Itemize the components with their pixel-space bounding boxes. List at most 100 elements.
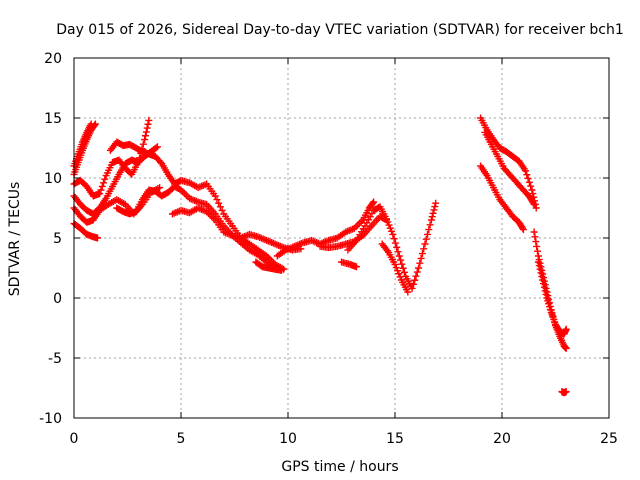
data-point xyxy=(522,167,530,175)
data-point xyxy=(352,263,360,271)
data-point xyxy=(394,248,402,256)
data-point xyxy=(421,240,429,248)
data-point xyxy=(390,235,398,243)
chart-title: Day 015 of 2026, Sidereal Day-to-day VTE… xyxy=(56,22,624,38)
data-point xyxy=(391,260,399,268)
data-point xyxy=(97,186,105,194)
data-point xyxy=(427,216,435,224)
y-tick-label: 10 xyxy=(44,171,62,187)
data-point xyxy=(180,189,188,197)
series-track-i xyxy=(168,204,305,254)
data-point xyxy=(562,344,570,352)
data-point xyxy=(532,204,540,212)
data-point xyxy=(430,206,438,214)
y-tick-label: 5 xyxy=(53,231,62,247)
data-points xyxy=(70,114,570,397)
data-point xyxy=(96,190,104,198)
data-point xyxy=(215,199,223,207)
y-tick-label: 15 xyxy=(44,111,62,127)
data-point xyxy=(145,116,153,124)
data-point xyxy=(395,252,403,260)
data-point xyxy=(528,186,536,194)
data-point xyxy=(429,209,437,217)
data-point xyxy=(540,283,548,291)
data-point xyxy=(384,218,392,226)
data-point xyxy=(422,235,430,243)
data-point xyxy=(399,264,407,272)
x-tick-label: 0 xyxy=(70,431,79,447)
data-point xyxy=(538,272,546,280)
data-point xyxy=(354,221,362,229)
data-point xyxy=(393,243,401,251)
data-point xyxy=(420,245,428,253)
y-tick-label: -5 xyxy=(48,351,62,367)
data-point xyxy=(411,276,419,284)
data-point xyxy=(417,254,425,262)
x-tick-label: 20 xyxy=(493,431,511,447)
x-tick-label: 15 xyxy=(386,431,404,447)
data-point xyxy=(397,256,405,264)
data-point xyxy=(413,268,421,276)
data-point xyxy=(389,230,397,238)
data-point xyxy=(431,203,439,211)
data-point xyxy=(534,258,542,266)
data-point xyxy=(391,239,399,247)
data-point xyxy=(540,280,548,288)
data-point xyxy=(370,198,378,206)
data-point xyxy=(527,182,535,190)
series-track-k xyxy=(273,198,378,260)
data-point xyxy=(101,175,109,183)
data-point xyxy=(91,121,99,129)
data-point xyxy=(385,221,393,229)
data-point xyxy=(415,264,423,272)
data-point xyxy=(534,247,542,255)
data-point xyxy=(144,120,152,128)
series-track-b xyxy=(70,120,99,178)
series-track-h xyxy=(113,182,279,271)
data-point xyxy=(529,190,537,198)
data-point xyxy=(152,144,160,152)
data-point xyxy=(100,179,108,187)
data-point xyxy=(211,192,219,200)
data-point xyxy=(398,260,406,268)
data-point xyxy=(536,265,544,273)
data-point xyxy=(400,268,408,276)
data-point xyxy=(141,132,149,140)
data-point xyxy=(424,230,432,238)
data-point xyxy=(156,184,164,192)
data-point xyxy=(218,206,226,214)
data-point xyxy=(539,276,547,284)
data-point xyxy=(432,199,440,207)
data-point xyxy=(396,273,404,281)
series-track-u xyxy=(558,388,570,397)
series-track-n xyxy=(344,199,440,292)
data-point xyxy=(534,252,542,260)
data-point xyxy=(91,120,99,128)
series-track-q xyxy=(481,128,538,208)
data-point xyxy=(98,182,106,190)
series-track-j xyxy=(252,258,286,274)
data-point xyxy=(143,124,151,132)
data-point xyxy=(523,171,531,179)
y-tick-label: -10 xyxy=(39,411,62,427)
data-point xyxy=(213,196,221,204)
data-point xyxy=(531,233,539,241)
data-point xyxy=(278,266,286,274)
series-track-t xyxy=(534,258,570,338)
data-point xyxy=(532,238,540,246)
grid xyxy=(74,58,609,418)
data-point xyxy=(392,264,400,272)
data-point xyxy=(182,191,190,199)
data-point xyxy=(418,250,426,258)
data-point xyxy=(519,226,527,234)
x-axis-title: GPS time / hours xyxy=(281,459,398,475)
data-point xyxy=(525,178,533,186)
data-point xyxy=(156,158,164,166)
data-point xyxy=(533,242,541,250)
data-point xyxy=(562,325,570,333)
data-point xyxy=(425,226,433,234)
data-point xyxy=(395,270,403,278)
data-point xyxy=(537,269,545,277)
series-track-o xyxy=(378,240,412,296)
